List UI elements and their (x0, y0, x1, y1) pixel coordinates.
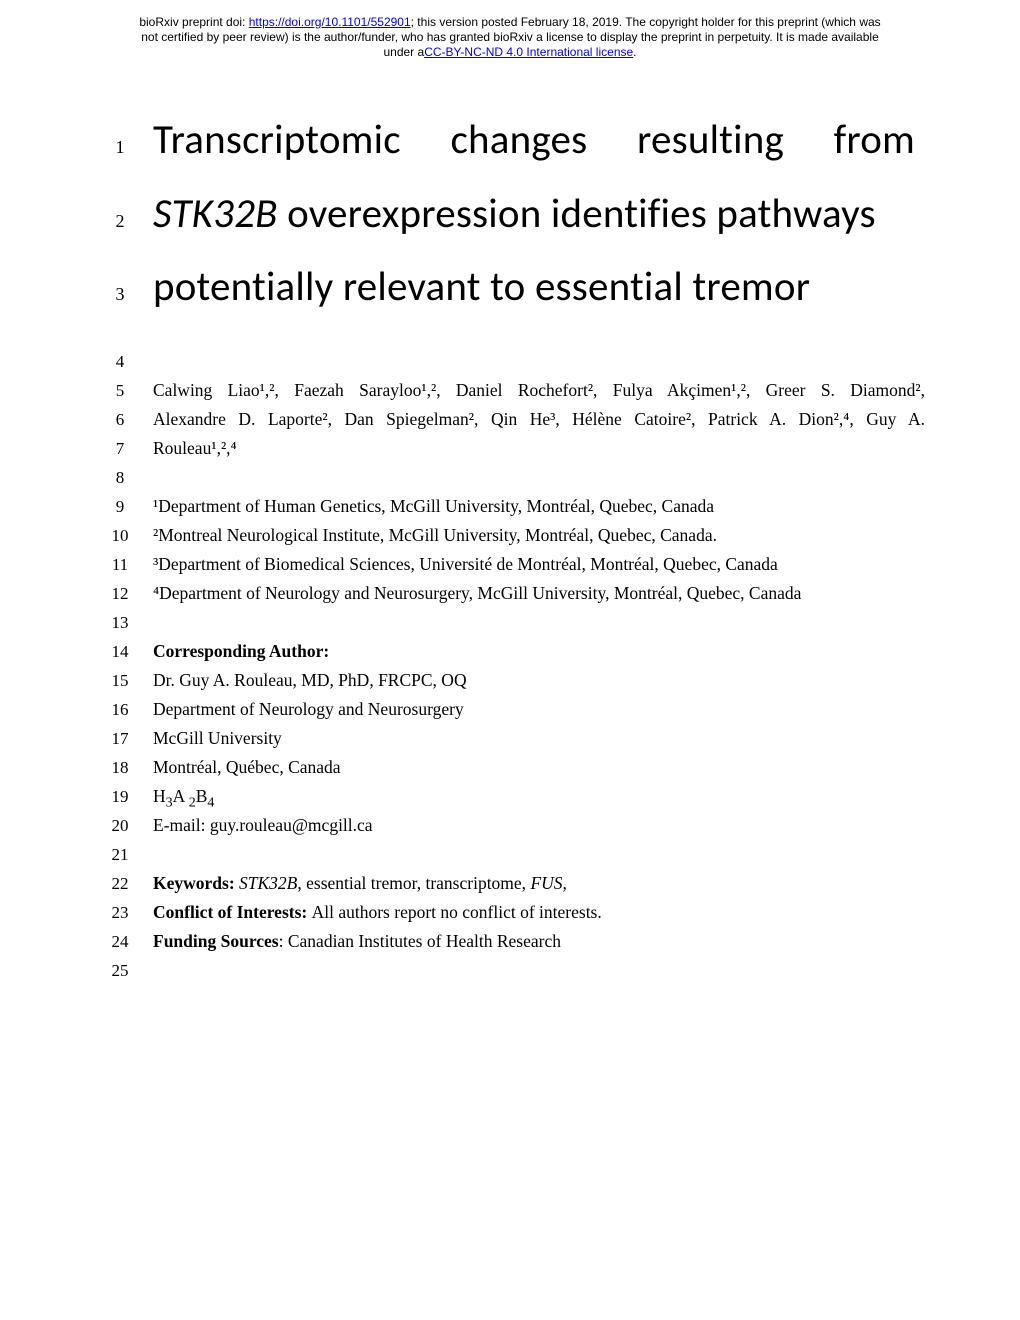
line-number: 7 (105, 434, 135, 463)
funding-sources: Funding Sources: Canadian Institutes of … (153, 927, 915, 956)
affiliation: ³Department of Biomedical Sciences, Univ… (153, 550, 915, 579)
authors-line: Calwing Liao¹,², Faezah Sarayloo¹,², Dan… (153, 376, 925, 405)
title-line-3: potentially relevant to essential tremor (153, 257, 810, 319)
conflict-of-interest: Conflict of Interests: All authors repor… (153, 898, 915, 927)
line-number: 23 (105, 898, 135, 927)
line-number: 20 (105, 811, 135, 840)
line-number: 6 (105, 405, 135, 434)
corr-author-postal: H3A 2B4 (153, 782, 915, 811)
line-number: 19 (105, 782, 135, 811)
affiliation: ¹Department of Human Genetics, McGill Un… (153, 492, 915, 521)
line-number: 25 (105, 956, 135, 985)
line-number: 12 (105, 579, 135, 608)
preprint-header: bioRxiv preprint doi: https://doi.org/10… (105, 15, 915, 60)
line-number: 8 (105, 463, 135, 492)
line-number: 13 (105, 608, 135, 637)
corr-author-name: Dr. Guy A. Rouleau, MD, PhD, FRCPC, OQ (153, 666, 915, 695)
title-gene: STK32B (153, 189, 278, 239)
affiliation: ²Montreal Neurological Institute, McGill… (153, 521, 915, 550)
corr-author-email: E-mail: guy.rouleau@mcgill.ca (153, 811, 915, 840)
line-number: 10 (105, 521, 135, 550)
line-number: 22 (105, 869, 135, 898)
title-line-1: Transcriptomic changes resulting from (153, 110, 915, 172)
authors-line: Rouleau¹,²,⁴ (153, 434, 915, 463)
line-number: 5 (105, 376, 135, 405)
corr-author-univ: McGill University (153, 724, 915, 753)
corr-author-dept: Department of Neurology and Neurosurgery (153, 695, 915, 724)
title-line-2-rest: overexpression identifies pathways (278, 189, 876, 239)
line-number: 14 (105, 637, 135, 666)
keywords: Keywords: STK32B, essential tremor, tran… (153, 869, 915, 898)
doi-link[interactable]: https://doi.org/10.1101/552901 (249, 15, 411, 29)
line-number: 9 (105, 492, 135, 521)
header-text-5: . (633, 45, 636, 59)
line-number: 2 (105, 211, 135, 232)
authors-line: Alexandre D. Laporte², Dan Spiegelman², … (153, 405, 925, 434)
line-number: 11 (105, 550, 135, 579)
license-link[interactable]: CC-BY-NC-ND 4.0 International license (424, 45, 633, 59)
line-number: 21 (105, 840, 135, 869)
line-number: 18 (105, 753, 135, 782)
header-text-4: under a (383, 45, 424, 59)
header-text-2: ; this version posted February 18, 2019.… (411, 15, 881, 29)
line-number: 16 (105, 695, 135, 724)
line-number: 17 (105, 724, 135, 753)
line-number: 24 (105, 927, 135, 956)
line-number: 4 (105, 347, 135, 376)
title-block: 1 Transcriptomic changes resulting from … (105, 110, 915, 319)
body-block: 4 5Calwing Liao¹,², Faezah Sarayloo¹,², … (105, 347, 915, 985)
corresponding-author-label: Corresponding Author: (153, 637, 915, 666)
line-number: 15 (105, 666, 135, 695)
title-line-2: STK32B overexpression identifies pathway… (153, 184, 876, 246)
line-number: 1 (105, 137, 135, 158)
page: bioRxiv preprint doi: https://doi.org/10… (0, 0, 1020, 1320)
line-number: 3 (105, 284, 135, 305)
corr-author-city: Montréal, Québec, Canada (153, 753, 915, 782)
affiliation: ⁴Department of Neurology and Neurosurger… (153, 579, 915, 608)
header-text-1: bioRxiv preprint doi: (139, 15, 248, 29)
header-text-3: not certified by peer review) is the aut… (141, 30, 879, 44)
